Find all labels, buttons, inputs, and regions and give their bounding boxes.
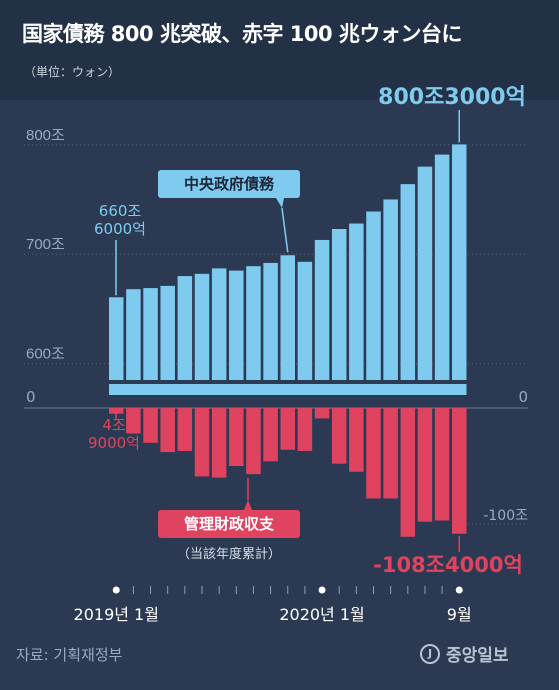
deficit-bar bbox=[143, 408, 158, 443]
deficit-bar bbox=[126, 408, 141, 434]
deficit-end-label: -108조4000억 bbox=[373, 553, 523, 577]
debt-bar bbox=[177, 276, 193, 380]
deficit-bar bbox=[349, 408, 364, 472]
debt-bar bbox=[246, 266, 261, 380]
debt-bar bbox=[194, 273, 210, 380]
zero-label-left: 0 bbox=[26, 388, 36, 406]
chart-title: 国家債務 800 兆突破、赤字 100 兆ウォン台に bbox=[22, 22, 462, 46]
publisher-logo: J 중앙일보 bbox=[420, 641, 509, 666]
debt-bar bbox=[400, 184, 416, 380]
debt-bar bbox=[349, 223, 364, 380]
deficit-bar bbox=[297, 408, 313, 451]
y-tick-deficit-label: -100조 bbox=[483, 508, 528, 524]
deficit-bar bbox=[194, 408, 210, 477]
debt-series-label-pointer bbox=[276, 198, 284, 208]
debt-bar bbox=[280, 255, 295, 380]
deficit-bar bbox=[383, 408, 398, 499]
deficit-bar bbox=[109, 408, 124, 414]
deficit-bar bbox=[263, 408, 278, 462]
deficit-bar bbox=[331, 408, 347, 464]
deficit-bar bbox=[417, 408, 433, 522]
logo-mark-icon: J bbox=[420, 643, 440, 664]
x-axis-label: 2020년 1월 bbox=[279, 605, 364, 624]
debt-bar bbox=[383, 199, 398, 380]
deficit-bar bbox=[452, 408, 467, 534]
deficit-bar bbox=[229, 408, 244, 466]
debt-bar bbox=[109, 297, 124, 380]
deficit-series-label-pointer bbox=[244, 500, 252, 510]
deficit-series-name: 管理財政収支 bbox=[184, 515, 275, 533]
header-band: 国家債務 800 兆突破、赤字 100 兆ウォン台に （単位：ウォン） bbox=[0, 0, 559, 100]
deficit-bar bbox=[177, 408, 193, 451]
x-major-dot bbox=[455, 586, 463, 594]
debt-end-label: 800조3000억 bbox=[378, 85, 526, 110]
debt-series-name: 中央政府債務 bbox=[184, 175, 275, 193]
debt-bar bbox=[366, 211, 381, 380]
deficit-bar bbox=[211, 408, 227, 478]
debt-bar bbox=[452, 144, 467, 380]
deficit-bar bbox=[314, 408, 330, 419]
deficit-series-note: （当該年度累計） bbox=[177, 546, 281, 562]
x-major-dot bbox=[318, 586, 326, 594]
debt-bar bbox=[297, 261, 313, 380]
debt-bar bbox=[314, 239, 330, 380]
y-tick-label: 800조 bbox=[26, 127, 65, 144]
deficit-bar bbox=[160, 408, 175, 453]
source-text: 자료: 기획재정부 bbox=[16, 646, 123, 664]
debt-bar bbox=[417, 166, 433, 380]
deficit-start-label-1: 4조 bbox=[102, 416, 126, 434]
zero-label-right: 0 bbox=[518, 388, 528, 406]
deficit-bar bbox=[400, 408, 416, 537]
debt-base-strip bbox=[109, 384, 467, 395]
deficit-series-label-box bbox=[158, 510, 300, 538]
unit-note: （単位：ウォン） bbox=[24, 65, 121, 79]
deficit-bar bbox=[366, 408, 381, 499]
y-tick-label: 600조 bbox=[26, 346, 65, 363]
y-tick-label: 700조 bbox=[26, 236, 65, 253]
deficit-bar bbox=[280, 408, 295, 450]
x-axis-label: 2019년 1월 bbox=[74, 605, 159, 624]
debt-bar bbox=[160, 285, 175, 380]
x-major-dot bbox=[112, 586, 120, 594]
debt-bar bbox=[126, 289, 141, 380]
debt-series-leader bbox=[281, 207, 289, 253]
deficit-bar bbox=[246, 408, 261, 475]
debt-bar bbox=[331, 229, 347, 380]
debt-start-label-2: 6000억 bbox=[94, 220, 146, 238]
debt-start-label-1: 660조 bbox=[99, 202, 142, 220]
x-axis-label: 9월 bbox=[447, 605, 472, 624]
debt-bar bbox=[263, 262, 278, 380]
deficit-start-label-2: 9000억 bbox=[88, 434, 140, 452]
debt-series-label-box bbox=[158, 170, 300, 198]
deficit-bar bbox=[434, 408, 450, 521]
debt-bar bbox=[229, 270, 244, 380]
debt-bar bbox=[211, 268, 227, 380]
logo-text: 중앙일보 bbox=[446, 646, 509, 666]
debt-bar bbox=[143, 288, 158, 380]
debt-bar bbox=[434, 154, 450, 380]
